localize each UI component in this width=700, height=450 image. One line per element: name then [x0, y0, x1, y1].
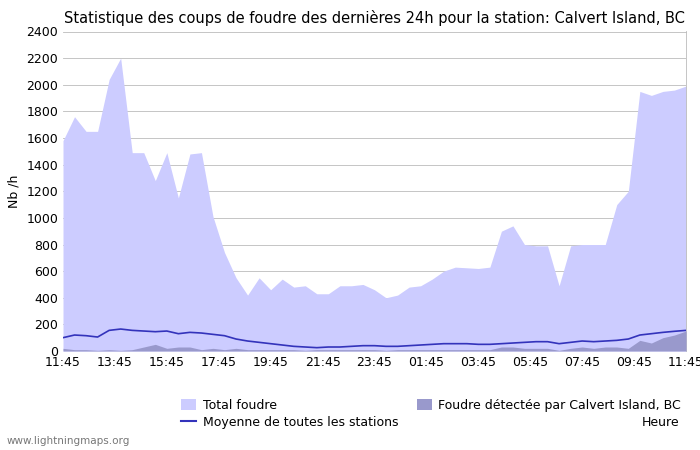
- Text: Heure: Heure: [641, 416, 679, 429]
- Text: www.lightningmaps.org: www.lightningmaps.org: [7, 436, 130, 446]
- Legend: Total foudre, Moyenne de toutes les stations, Foudre détectée par Calvert Island: Total foudre, Moyenne de toutes les stat…: [181, 399, 681, 428]
- Title: Statistique des coups de foudre des dernières 24h pour la station: Calvert Islan: Statistique des coups de foudre des dern…: [64, 10, 685, 26]
- Y-axis label: Nb /h: Nb /h: [8, 175, 21, 208]
